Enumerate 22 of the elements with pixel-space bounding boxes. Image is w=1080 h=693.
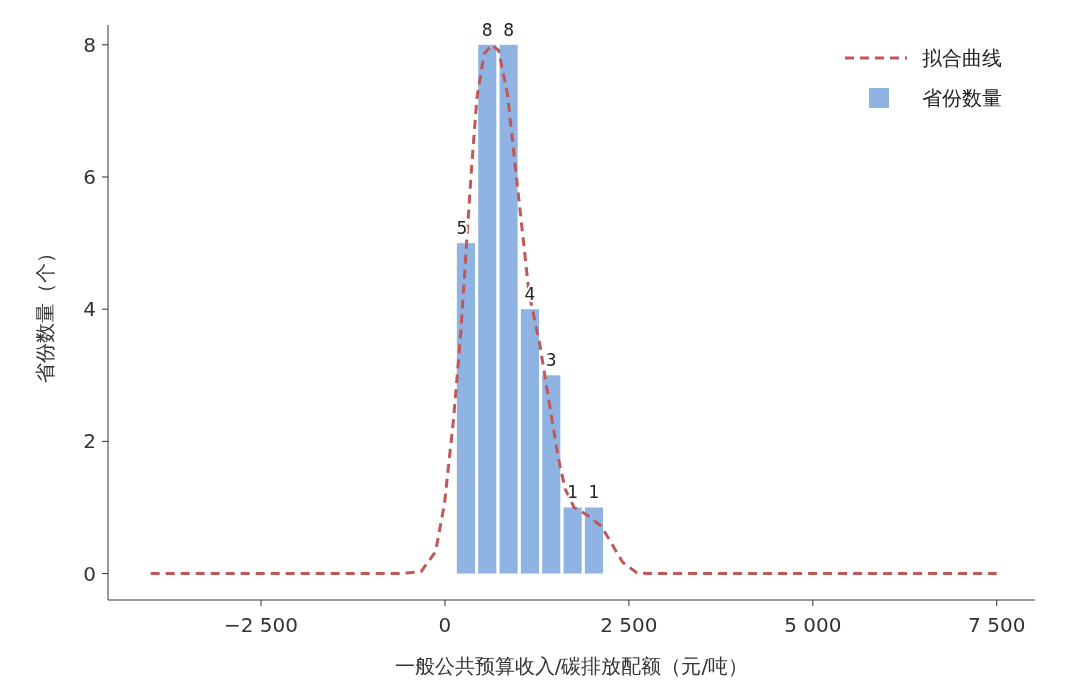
y-tick-label: 2	[83, 429, 96, 454]
y-tick-label: 8	[83, 32, 96, 57]
data-label: 1	[567, 482, 579, 503]
x-tick-label: 2 500	[600, 613, 658, 637]
y-axis-title: 省份数量（个）	[33, 242, 57, 383]
x-tick-label: 5 000	[784, 613, 842, 637]
data-label: 8	[503, 19, 515, 40]
x-axis-title: 一般公共预算收入/碳排放配额（元/吨）	[394, 654, 749, 678]
data-label: 4	[524, 284, 536, 305]
data-label: 1	[588, 482, 600, 503]
legend-label: 拟合曲线	[922, 46, 1002, 70]
legend-label: 省份数量	[922, 86, 1002, 110]
x-tick-label: −2 500	[224, 613, 299, 637]
x-tick-label: 7 500	[968, 613, 1026, 637]
data-label: 3	[545, 350, 557, 371]
data-label: 8	[481, 19, 493, 40]
y-tick-label: 0	[83, 561, 96, 586]
line-series	[149, 43, 999, 576]
y-tick-label: 6	[83, 165, 96, 190]
data-label: 5	[456, 218, 468, 239]
x-tick-label: 0	[438, 613, 452, 637]
y-tick-label: 4	[83, 297, 96, 322]
